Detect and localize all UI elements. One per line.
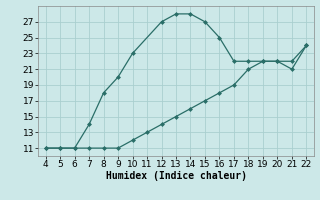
X-axis label: Humidex (Indice chaleur): Humidex (Indice chaleur) [106,171,246,181]
